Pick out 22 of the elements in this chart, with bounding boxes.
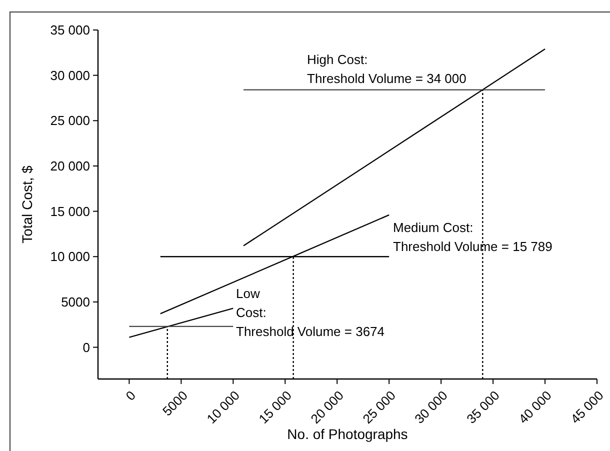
y-tick-label: 30 000: [50, 68, 90, 83]
annotation: Medium Cost: Threshold Volume = 15 789: [393, 220, 552, 254]
x-tick-label: 10 000: [204, 388, 242, 426]
x-tick-label: 45 000: [568, 388, 606, 426]
y-tick-label: 10 000: [50, 249, 90, 264]
y-tick-label: 5000: [61, 294, 90, 310]
x-tick-label: 25 000: [360, 388, 398, 426]
x-tick-label: 20 000: [308, 388, 346, 426]
x-tick-label: 35 000: [464, 388, 502, 426]
y-tick-label: 0: [82, 340, 90, 355]
annotation: High Cost: Threshold Volume = 34 000: [307, 52, 466, 86]
annotation: Low Cost: Threshold Volume = 3674: [236, 286, 385, 339]
y-tick-label: 25 000: [50, 113, 90, 128]
x-tick-label: 30 000: [412, 388, 450, 426]
x-tick-label: 0: [122, 388, 139, 404]
x-tick-label: 40 000: [516, 388, 554, 426]
y-tick-label: 15 000: [50, 204, 90, 219]
y-axis-title: Total Cost, $: [19, 165, 35, 244]
x-tick-label: 15 000: [256, 388, 294, 426]
y-tick-label: 20 000: [50, 158, 90, 174]
y-tick-label: 35 000: [50, 22, 90, 38]
x-axis-title: No. of Photographs: [287, 426, 408, 442]
